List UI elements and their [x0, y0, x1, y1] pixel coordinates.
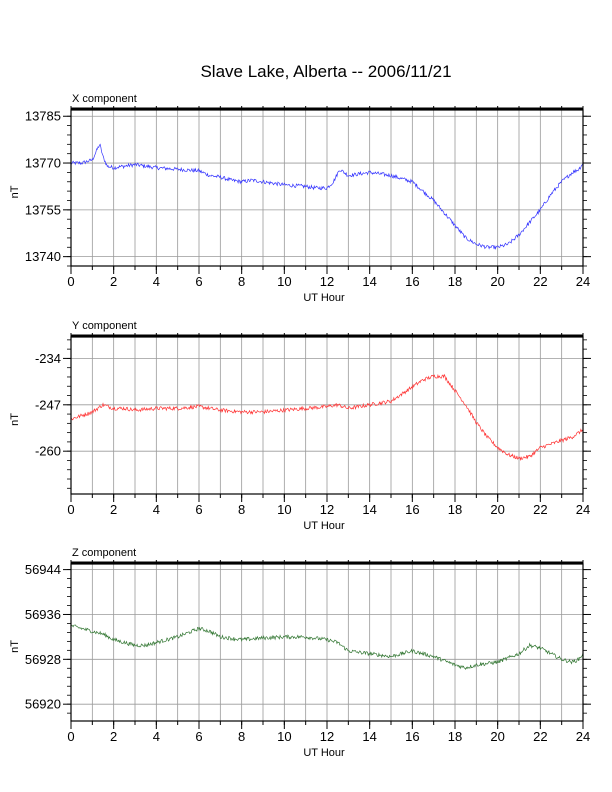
- x-tick-label: 2: [110, 502, 117, 517]
- y-axis-label: nT: [9, 640, 21, 653]
- x-tick-label: 20: [490, 274, 504, 289]
- x-tick-label: 16: [405, 274, 419, 289]
- y-tick-label: 13770: [25, 156, 61, 171]
- x-tick-label: 24: [576, 274, 590, 289]
- x-tick-label: 8: [238, 729, 245, 744]
- x-tick-label: 12: [320, 502, 334, 517]
- x-tick-label: 0: [67, 274, 74, 289]
- x-tick-label: 6: [195, 502, 202, 517]
- figure-title: Slave Lake, Alberta -- 2006/11/21: [200, 62, 451, 81]
- x-tick-label: 0: [67, 502, 74, 517]
- x-tick-label: 14: [362, 502, 376, 517]
- x-tick-label: 24: [576, 729, 590, 744]
- x-tick-label: 20: [490, 502, 504, 517]
- x-tick-label: 2: [110, 274, 117, 289]
- y-axis-label: nT: [9, 413, 21, 426]
- panel-label: Z component: [72, 547, 136, 559]
- y-tick-label: 56920: [25, 697, 61, 712]
- x-tick-label: 24: [576, 502, 590, 517]
- x-tick-label: 10: [277, 502, 291, 517]
- data-series-line: [70, 373, 584, 462]
- x-tick-label: 18: [448, 274, 462, 289]
- x-tick-label: 6: [195, 729, 202, 744]
- x-tick-label: 22: [533, 729, 547, 744]
- x-tick-label: 4: [153, 502, 160, 517]
- x-tick-label: 0: [67, 729, 74, 744]
- data-series-line: [70, 143, 584, 250]
- panel-label: Y component: [72, 320, 137, 332]
- x-tick-label: 2: [110, 729, 117, 744]
- x-axis-label: UT Hour: [303, 747, 345, 759]
- x-tick-label: 22: [533, 502, 547, 517]
- x-tick-label: 6: [195, 274, 202, 289]
- x-tick-label: 16: [405, 729, 419, 744]
- panel-label: X component: [72, 93, 137, 105]
- x-tick-label: 18: [448, 502, 462, 517]
- x-tick-label: 20: [490, 729, 504, 744]
- x-tick-label: 10: [277, 729, 291, 744]
- x-axis-label: UT Hour: [303, 520, 345, 532]
- x-tick-label: 4: [153, 729, 160, 744]
- x-tick-label: 12: [320, 274, 334, 289]
- x-tick-label: 8: [238, 502, 245, 517]
- y-tick-label: -247: [35, 397, 61, 412]
- x-tick-label: 16: [405, 502, 419, 517]
- x-tick-label: 18: [448, 729, 462, 744]
- x-tick-label: 12: [320, 729, 334, 744]
- y-tick-label: 13785: [25, 109, 61, 124]
- y-tick-label: -260: [35, 444, 61, 459]
- x-tick-label: 4: [153, 274, 160, 289]
- x-tick-label: 8: [238, 274, 245, 289]
- x-tick-label: 10: [277, 274, 291, 289]
- x-tick-label: 14: [362, 274, 376, 289]
- x-tick-label: 14: [362, 729, 376, 744]
- y-axis-label: nT: [9, 185, 21, 198]
- x-tick-label: 22: [533, 274, 547, 289]
- y-tick-label: 13740: [25, 249, 61, 264]
- data-series-line: [70, 624, 584, 670]
- x-axis-label: UT Hour: [303, 292, 345, 304]
- y-tick-label: 56936: [25, 607, 61, 622]
- y-tick-label: 13755: [25, 202, 61, 217]
- y-tick-label: 56944: [25, 562, 61, 577]
- y-tick-label: 56928: [25, 652, 61, 667]
- y-tick-label: -234: [35, 351, 61, 366]
